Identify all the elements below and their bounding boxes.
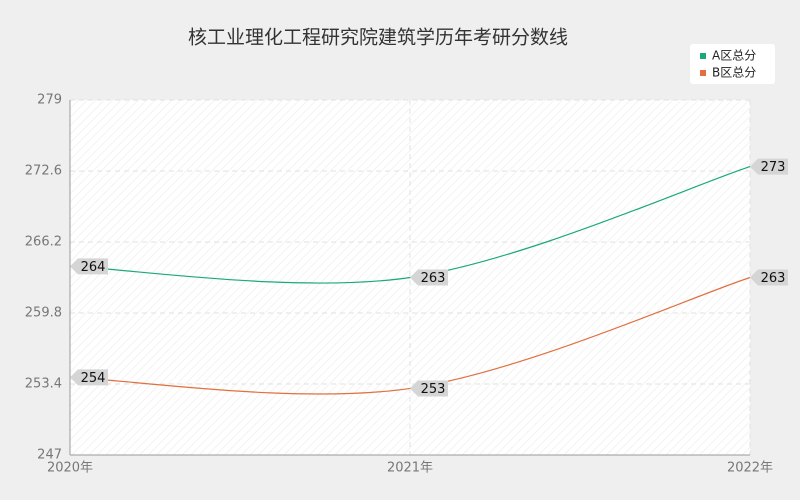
data-label: 263 bbox=[421, 271, 446, 286]
data-label-box bbox=[70, 369, 108, 386]
data-label: 273 bbox=[761, 160, 786, 175]
data-label: 254 bbox=[81, 371, 106, 386]
legend-label: B区总分 bbox=[712, 66, 756, 80]
chart-title: 核工业理化工程研究院建筑学历年考研分数线 bbox=[188, 27, 568, 49]
y-tick-label: 272.6 bbox=[25, 164, 62, 179]
y-tick-label: 279 bbox=[37, 93, 62, 108]
line bbox=[69, 276, 751, 395]
data-label: 264 bbox=[81, 260, 106, 275]
legend bbox=[690, 44, 775, 84]
legend-label: A区总分 bbox=[712, 49, 756, 63]
data-label: 253 bbox=[421, 382, 446, 397]
y-tick-label: 247 bbox=[37, 448, 62, 463]
legend-swatch bbox=[700, 70, 706, 76]
x-tick-label: 2020年 bbox=[47, 461, 93, 476]
y-tick-label: 253.4 bbox=[25, 377, 62, 392]
y-tick-label: 259.8 bbox=[25, 306, 62, 321]
y-tick-label: 266.2 bbox=[25, 235, 62, 250]
legend-swatch bbox=[700, 53, 706, 59]
x-tick-label: 2022年 bbox=[727, 461, 773, 476]
data-label-box bbox=[70, 258, 108, 275]
data-label-box bbox=[750, 158, 788, 175]
data-label: 263 bbox=[761, 271, 786, 286]
x-tick-label: 2021年 bbox=[387, 461, 433, 476]
data-label-box bbox=[750, 269, 788, 286]
data-label-box bbox=[410, 380, 448, 397]
data-label-box bbox=[410, 269, 448, 286]
